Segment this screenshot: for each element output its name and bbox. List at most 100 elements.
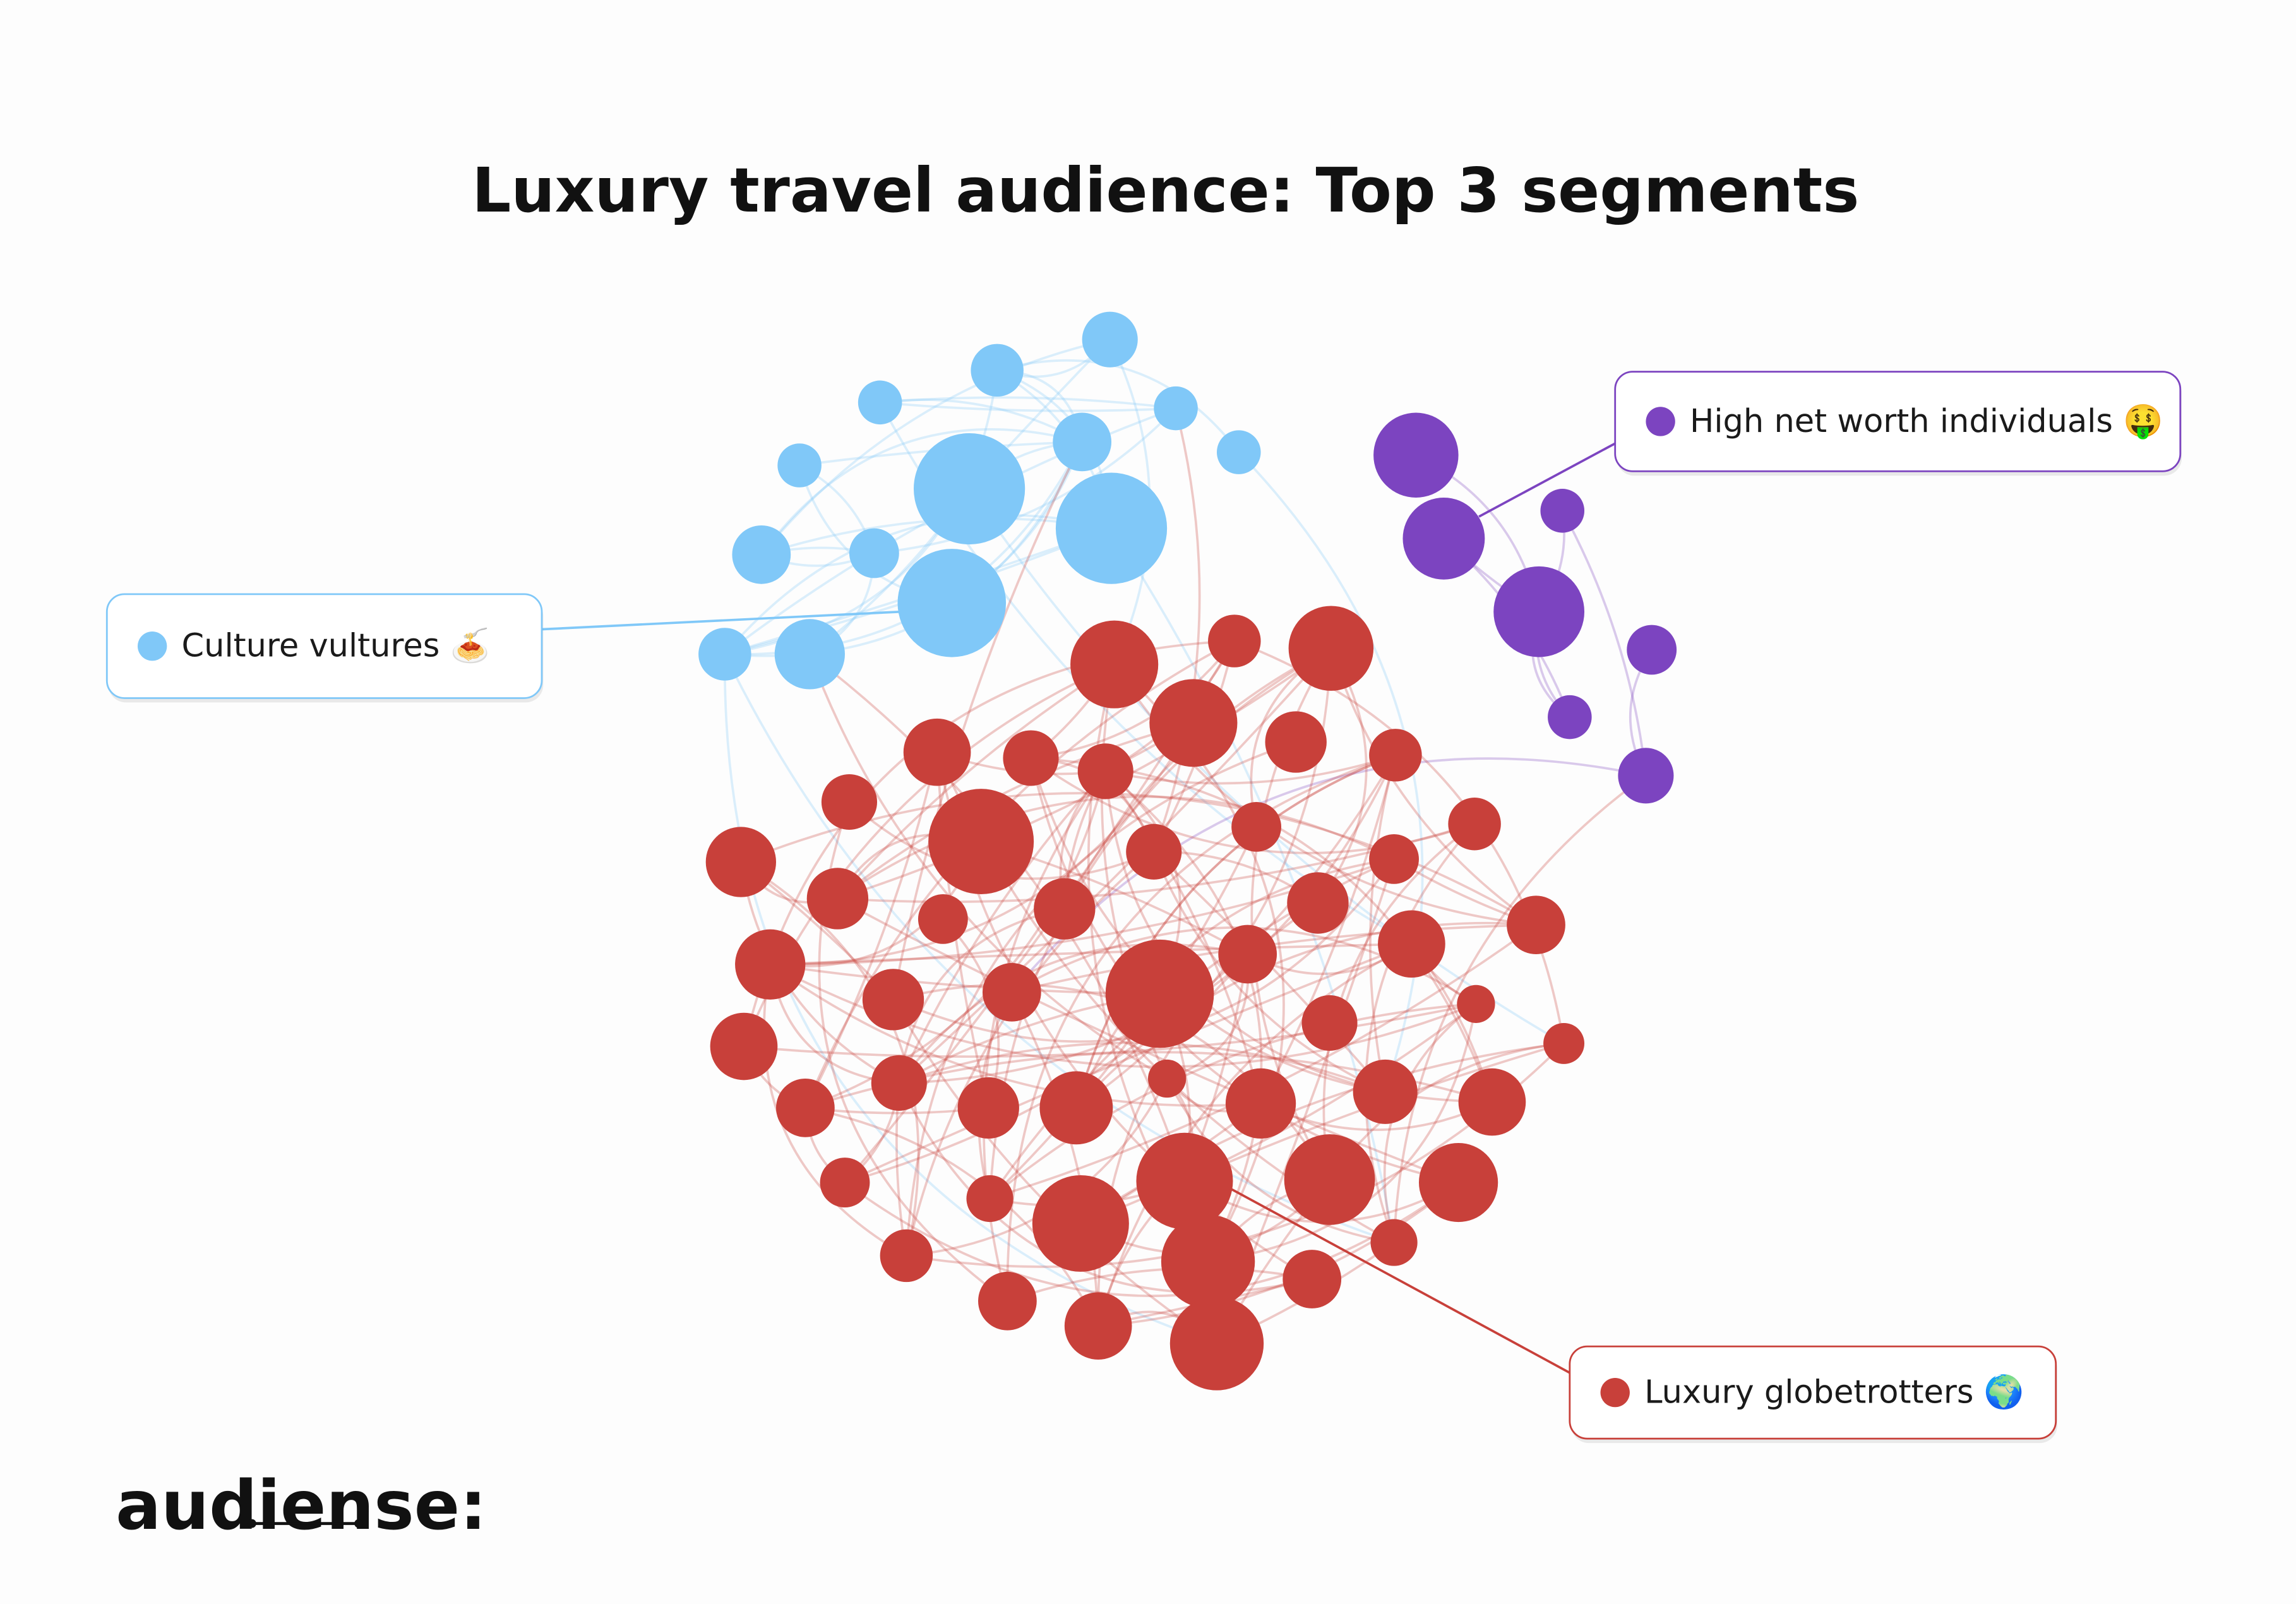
node bbox=[1126, 823, 1182, 880]
edge bbox=[905, 741, 1296, 1256]
edge bbox=[724, 654, 1395, 1244]
node bbox=[1418, 1142, 1498, 1223]
label-box bbox=[105, 593, 543, 699]
node bbox=[1149, 679, 1238, 767]
edge bbox=[743, 1003, 1476, 1058]
edge bbox=[770, 722, 1195, 966]
node bbox=[1148, 1059, 1187, 1098]
logo-dot bbox=[354, 1519, 364, 1528]
node bbox=[971, 344, 1024, 397]
leader-line bbox=[541, 610, 901, 631]
edge bbox=[1031, 640, 1236, 760]
edge bbox=[1075, 921, 1536, 1109]
node bbox=[1136, 1132, 1233, 1230]
node bbox=[1548, 695, 1592, 739]
node bbox=[1218, 925, 1277, 984]
edge bbox=[905, 851, 1155, 1256]
node bbox=[871, 1055, 927, 1111]
node bbox=[1003, 730, 1059, 786]
node bbox=[858, 380, 902, 425]
edge bbox=[723, 654, 1217, 1345]
node bbox=[1448, 798, 1501, 851]
node bbox=[777, 443, 822, 488]
edge bbox=[1105, 754, 1396, 785]
node bbox=[1064, 1292, 1132, 1360]
node bbox=[821, 774, 878, 830]
edge bbox=[1110, 527, 1396, 1243]
edge bbox=[837, 722, 1194, 900]
node bbox=[1457, 985, 1495, 1023]
edge bbox=[760, 428, 1083, 556]
node bbox=[1053, 412, 1112, 472]
edge bbox=[898, 943, 1248, 1084]
label-box bbox=[1614, 371, 2182, 472]
legend-dot bbox=[137, 631, 167, 661]
edge bbox=[724, 513, 1112, 655]
node bbox=[1618, 748, 1674, 804]
node bbox=[957, 1077, 1019, 1139]
legend-dot bbox=[1646, 407, 1675, 436]
edge bbox=[892, 998, 1218, 1345]
node bbox=[1373, 412, 1459, 498]
edge bbox=[1365, 823, 1476, 1243]
node bbox=[1370, 1219, 1418, 1266]
edge bbox=[1322, 823, 1476, 1180]
node bbox=[1265, 711, 1327, 773]
node bbox=[732, 525, 791, 584]
node bbox=[978, 1271, 1037, 1331]
node bbox=[1077, 743, 1133, 799]
segment-label: Luxury globetrotters 🌍 bbox=[1644, 1373, 2024, 1411]
edge bbox=[880, 396, 1176, 410]
edge bbox=[770, 963, 1160, 995]
node bbox=[1055, 472, 1168, 584]
node bbox=[1378, 910, 1445, 978]
node bbox=[1369, 729, 1422, 782]
node bbox=[1540, 489, 1585, 533]
node bbox=[862, 969, 924, 1031]
edge bbox=[1097, 943, 1413, 1327]
node bbox=[897, 549, 1007, 657]
callouts: Culture vultures 🍝 High net worth individ… bbox=[105, 371, 2182, 1444]
edge bbox=[1152, 851, 1386, 1093]
node bbox=[1070, 620, 1159, 709]
segment-label: High net worth individuals 🤑 bbox=[1690, 403, 2163, 440]
legend-dot bbox=[1600, 1377, 1630, 1408]
node bbox=[1039, 1071, 1113, 1145]
edge bbox=[769, 963, 1261, 1107]
edge bbox=[837, 897, 1459, 1184]
nodes bbox=[698, 311, 1677, 1391]
node bbox=[1169, 1296, 1264, 1391]
edge bbox=[1392, 774, 1647, 1243]
node bbox=[1231, 802, 1282, 852]
node bbox=[1283, 1250, 1342, 1308]
node bbox=[1369, 834, 1419, 884]
edge bbox=[1330, 648, 1537, 926]
edge bbox=[892, 441, 1084, 1000]
node bbox=[1161, 1214, 1255, 1308]
node bbox=[903, 718, 971, 786]
edge bbox=[763, 964, 907, 1257]
edge bbox=[897, 907, 1065, 1084]
edge bbox=[1075, 754, 1396, 1108]
node bbox=[1507, 895, 1565, 955]
label-box bbox=[1569, 1345, 2057, 1440]
node bbox=[1208, 614, 1261, 667]
edge bbox=[1075, 754, 1396, 1108]
node bbox=[1301, 995, 1358, 1051]
leader-line bbox=[1478, 442, 1616, 518]
node bbox=[1543, 1022, 1585, 1064]
edge bbox=[1007, 1267, 1313, 1303]
edge bbox=[898, 770, 1107, 1084]
edge bbox=[989, 1002, 1476, 1200]
edge bbox=[760, 338, 1111, 556]
edge bbox=[770, 942, 1412, 966]
edge bbox=[1561, 510, 1647, 776]
node bbox=[1458, 1068, 1526, 1136]
edge bbox=[1006, 754, 1396, 1302]
node bbox=[1082, 311, 1138, 368]
edge bbox=[898, 647, 1332, 1084]
edge bbox=[1010, 991, 1100, 1326]
logo-dot bbox=[247, 1519, 256, 1528]
